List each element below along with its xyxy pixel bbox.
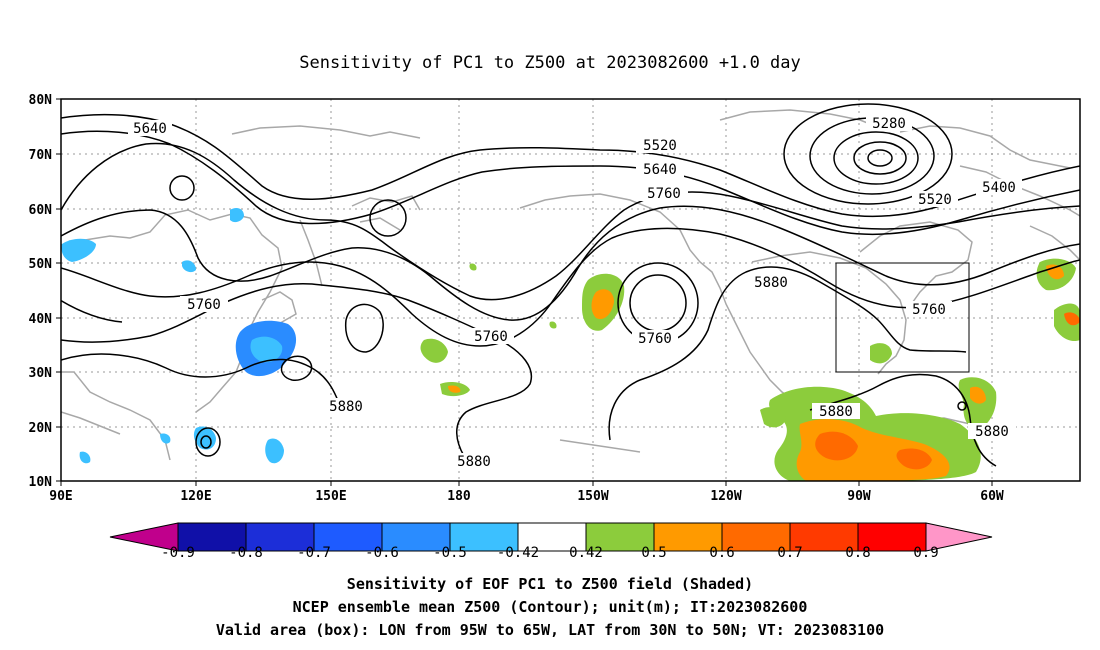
contour-label: 5760 <box>638 331 672 347</box>
gridlines <box>61 99 1080 481</box>
lon-tick-label: 60W <box>980 489 1004 504</box>
colorbar-label: 0.7 <box>777 545 802 561</box>
contour-label: 5760 <box>474 329 508 345</box>
colorbar-cells <box>109 522 993 552</box>
contour-label: 5760 <box>187 297 221 313</box>
contour-label-group: 5640 5520 5640 5280 5760 5400 5520 5760 … <box>128 115 1022 470</box>
contour-label: 5520 <box>918 192 952 208</box>
map-frame <box>60 98 1081 482</box>
lat-tick-label: 80N <box>29 93 53 108</box>
colorbar-label: 0.42 <box>569 545 603 561</box>
lon-tick-label: 150W <box>577 489 608 504</box>
contour-label: 5280 <box>872 116 906 132</box>
figure-title: Sensitivity of PC1 to Z500 at 2023082600… <box>299 53 801 73</box>
lon-tick-label: 90E <box>49 489 72 504</box>
lon-tick-label: 90W <box>847 489 871 504</box>
contour-label: 5760 <box>647 186 681 202</box>
contour-label: 5880 <box>975 424 1009 440</box>
lat-tick-label: 50N <box>29 257 53 272</box>
contour-label: 5520 <box>643 138 677 154</box>
colorbar: -0.9 -0.8 -0.7 -0.6 -0.5 -0.42 0.42 0.5 … <box>109 522 993 561</box>
colorbar-cell <box>245 522 315 552</box>
colorbar-label: 0.5 <box>641 545 666 561</box>
caption-line-2: NCEP ensemble mean Z500 (Contour); unit(… <box>293 598 808 616</box>
colorbar-label: -0.7 <box>297 545 331 561</box>
lon-tick-label: 150E <box>315 489 346 504</box>
colorbar-right-arrow <box>925 522 993 552</box>
z500-contours <box>61 103 1080 467</box>
colorbar-label: -0.5 <box>433 545 467 561</box>
colorbar-cell <box>721 522 791 552</box>
colorbar-label: -0.42 <box>497 545 539 561</box>
contour-label: 5640 <box>643 162 677 178</box>
contour-label: 5760 <box>912 302 946 318</box>
lon-tick-label: 120E <box>180 489 211 504</box>
contour-label: 5640 <box>133 121 167 137</box>
lat-tick-label: 10N <box>29 475 53 490</box>
valid-area-box <box>835 262 970 373</box>
colorbar-label: -0.9 <box>161 545 195 561</box>
colorbar-cell <box>449 522 519 552</box>
contour-label: 5880 <box>754 275 788 291</box>
lat-tick-label: 20N <box>29 421 53 436</box>
lat-tick-label: 30N <box>29 366 53 381</box>
lat-tick-label: 40N <box>29 312 53 327</box>
longitude-labels: 90E 120E 150E 180 150W 120W 90W 60W <box>49 489 1004 504</box>
lon-tick-label: 120W <box>710 489 741 504</box>
caption-line-3: Valid area (box): LON from 95W to 65W, L… <box>216 621 884 639</box>
lat-tick-label: 60N <box>29 203 53 218</box>
colorbar-labels: -0.9 -0.8 -0.7 -0.6 -0.5 -0.42 0.42 0.5 … <box>161 545 939 561</box>
colorbar-label: 0.8 <box>845 545 870 561</box>
colorbar-cell <box>857 522 927 552</box>
lon-tick-label: 180 <box>447 489 471 504</box>
colorbar-cell <box>313 522 383 552</box>
colorbar-cell <box>653 522 723 552</box>
lat-tick-label: 70N <box>29 148 53 163</box>
contour-label: 5880 <box>329 399 363 415</box>
colorbar-label: 0.6 <box>709 545 734 561</box>
colorbar-cell <box>381 522 451 552</box>
colorbar-cell <box>517 522 587 552</box>
caption-line-1: Sensitivity of EOF PC1 to Z500 field (Sh… <box>347 575 753 593</box>
caption: Sensitivity of EOF PC1 to Z500 field (Sh… <box>216 575 884 639</box>
contour-label: 5880 <box>819 404 853 420</box>
contour-label: 5880 <box>457 454 491 470</box>
colorbar-label: 0.9 <box>913 545 938 561</box>
axis-ticks <box>56 98 993 486</box>
colorbar-label: -0.8 <box>229 545 263 561</box>
contour-label: 5400 <box>982 180 1016 196</box>
colorbar-label: -0.6 <box>365 545 399 561</box>
map-panel: 5640 5520 5640 5280 5760 5400 5520 5760 … <box>61 99 1080 481</box>
latitude-labels: 80N 70N 60N 50N 40N 30N 20N 10N <box>29 93 53 490</box>
sensitivity-shading <box>61 208 1080 481</box>
